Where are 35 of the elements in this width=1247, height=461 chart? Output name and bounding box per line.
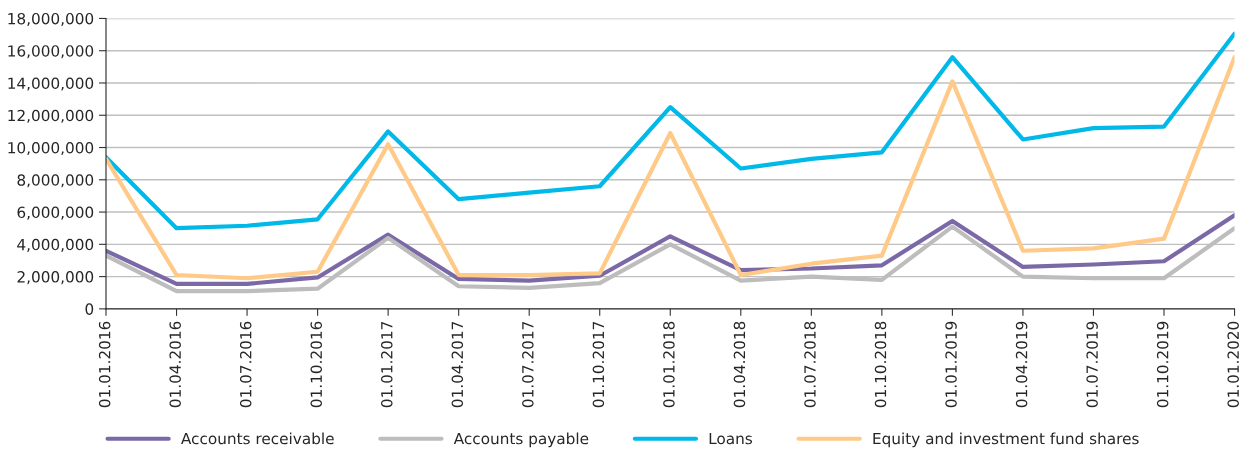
x-tick-label: 01.01.2020	[1227, 321, 1239, 408]
x-tick-label: 01.10.2016	[310, 321, 323, 408]
x-tick-label: 01.10.2018	[874, 321, 887, 408]
x-tick-label: 01.04.2017	[451, 321, 464, 408]
x-tick-label: 01.01.2018	[663, 321, 675, 408]
y-tick-label: 0	[85, 303, 94, 315]
y-tick-label: 14,000,000	[8, 77, 94, 91]
y-tick-label: 18,000,000	[8, 12, 94, 27]
x-tick-label: 01.07.2019	[1086, 321, 1098, 408]
line-series	[106, 224, 1235, 294]
y-tick-label: 6,000,000	[17, 206, 94, 220]
legend-label: Accounts payable	[453, 432, 589, 448]
x-tick-label: 01.07.2018	[804, 321, 816, 408]
x-tick-label: 01.01.2019	[945, 321, 957, 408]
x-tick-label: 01.01.2016	[98, 321, 111, 408]
x-tick-label: 01.01.2017	[381, 321, 393, 408]
x-tick-label: 01.10.2019	[1156, 321, 1169, 408]
line-series	[106, 55, 1235, 281]
legend-label: Equity and investment fund shares	[873, 432, 1139, 448]
y-tick-label: 4,000,000	[17, 238, 94, 252]
x-tick-label: 01.07.2017	[522, 321, 534, 408]
y-tick-label: 2,000,000	[17, 271, 94, 285]
y-tick-label: 8,000,000	[17, 174, 94, 188]
line-series	[106, 31, 1235, 231]
y-tick-label: 16,000,000	[8, 45, 94, 59]
line-series	[106, 213, 1235, 286]
x-tick-label: 01.04.2018	[733, 321, 746, 408]
y-tick-label: 12,000,000	[8, 109, 94, 123]
x-tick-label: 01.04.2016	[169, 321, 181, 408]
y-tick-label: 10,000,000	[8, 141, 94, 156]
x-tick-label: 01.10.2017	[592, 321, 605, 408]
legend-label: Accounts receivable	[181, 432, 334, 445]
x-tick-label: 01.04.2019	[1015, 321, 1028, 408]
x-tick-label: 01.07.2016	[239, 321, 252, 408]
legend-label: Loans	[709, 432, 753, 445]
